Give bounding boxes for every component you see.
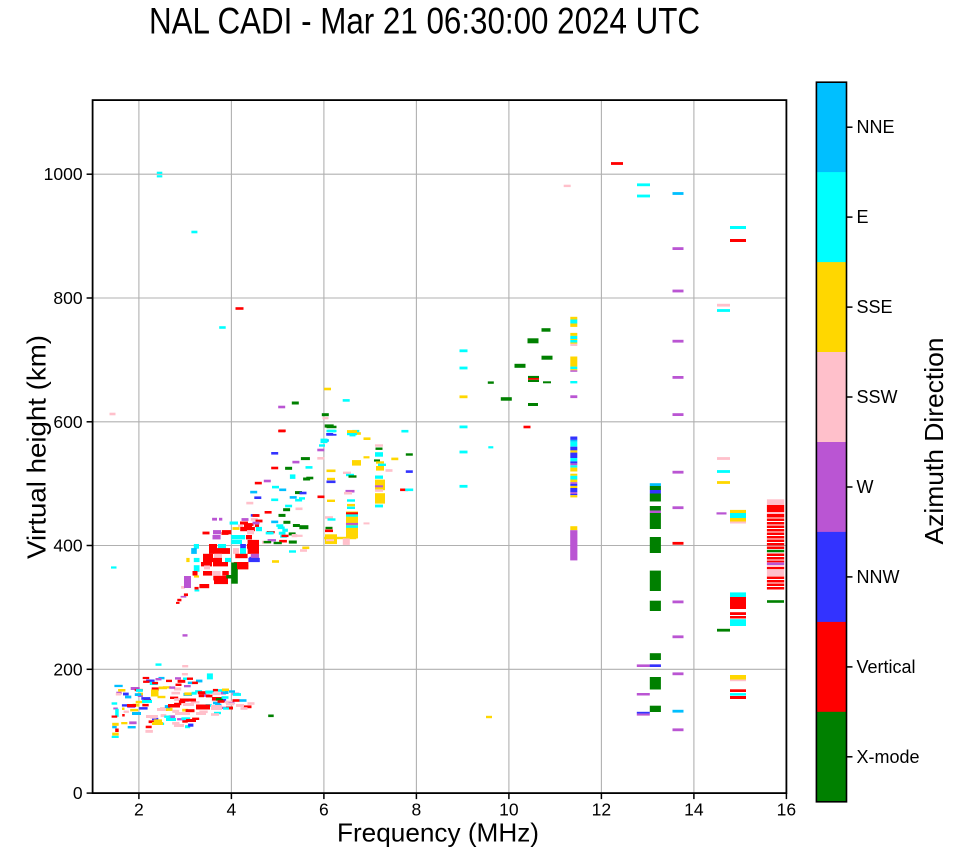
svg-text:14: 14 bbox=[684, 800, 704, 820]
svg-text:SSE: SSE bbox=[857, 297, 893, 317]
svg-text:10: 10 bbox=[499, 800, 519, 820]
svg-text:1000: 1000 bbox=[44, 164, 83, 184]
svg-text:Frequency (MHz): Frequency (MHz) bbox=[337, 818, 539, 848]
svg-text:0: 0 bbox=[73, 783, 83, 803]
svg-text:Vertical: Vertical bbox=[857, 657, 916, 677]
svg-text:NAL CADI - Mar 21 06:30:00 202: NAL CADI - Mar 21 06:30:00 2024 UTC bbox=[149, 0, 700, 41]
svg-text:400: 400 bbox=[53, 536, 82, 556]
svg-text:2: 2 bbox=[134, 800, 144, 820]
svg-text:W: W bbox=[857, 477, 874, 497]
svg-text:Virtual height (km): Virtual height (km) bbox=[22, 335, 52, 559]
svg-text:NNW: NNW bbox=[857, 567, 900, 587]
svg-text:SSW: SSW bbox=[857, 387, 898, 407]
svg-text:E: E bbox=[857, 207, 869, 227]
svg-text:16: 16 bbox=[777, 800, 796, 820]
svg-text:NNE: NNE bbox=[857, 117, 895, 137]
svg-text:800: 800 bbox=[53, 288, 82, 308]
svg-text:6: 6 bbox=[319, 800, 329, 820]
svg-text:4: 4 bbox=[227, 800, 237, 820]
svg-text:12: 12 bbox=[592, 800, 611, 820]
svg-text:600: 600 bbox=[53, 412, 82, 432]
svg-text:8: 8 bbox=[412, 800, 422, 820]
svg-text:200: 200 bbox=[53, 659, 82, 679]
svg-text:X-mode: X-mode bbox=[857, 747, 920, 767]
svg-text:Azimuth Direction: Azimuth Direction bbox=[919, 338, 949, 545]
